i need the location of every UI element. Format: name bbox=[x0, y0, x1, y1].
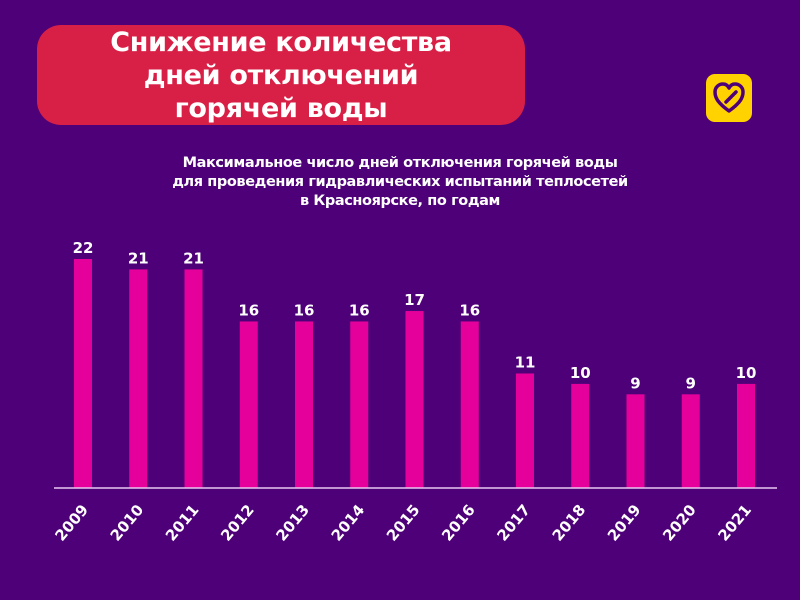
bar-2016 bbox=[460, 321, 479, 488]
bar-2010 bbox=[129, 269, 148, 488]
x-tick-label-2009: 2009 bbox=[51, 501, 92, 545]
bar-2020 bbox=[681, 394, 700, 488]
x-tick-label-2012: 2012 bbox=[217, 501, 258, 545]
x-tick-label-2010: 2010 bbox=[107, 501, 148, 545]
x-tick-label-2016: 2016 bbox=[438, 501, 479, 545]
data-label-2017: 11 bbox=[515, 354, 536, 372]
data-label-2018: 10 bbox=[570, 364, 591, 382]
data-label-2012: 16 bbox=[238, 301, 259, 319]
data-label-2019: 9 bbox=[630, 374, 640, 392]
data-label-2014: 16 bbox=[349, 301, 370, 319]
title-banner: Снижение количества дней отключений горя… bbox=[37, 25, 525, 125]
data-label-2016: 16 bbox=[459, 301, 480, 319]
bar-2011 bbox=[184, 269, 203, 488]
x-tick-label-2013: 2013 bbox=[272, 501, 313, 545]
data-label-2015: 17 bbox=[404, 291, 425, 309]
data-label-2020: 9 bbox=[686, 374, 696, 392]
x-tick-label-2018: 2018 bbox=[549, 501, 590, 545]
bar-2018 bbox=[571, 383, 590, 488]
data-label-2010: 21 bbox=[128, 249, 149, 267]
x-tick-label-2020: 2020 bbox=[659, 501, 700, 545]
data-label-2009: 22 bbox=[73, 239, 94, 257]
bar-2021 bbox=[737, 383, 755, 488]
x-tick-label-2019: 2019 bbox=[604, 501, 645, 545]
x-tick-label-2011: 2011 bbox=[162, 501, 203, 545]
bar-2013 bbox=[295, 321, 313, 488]
data-label-2013: 16 bbox=[294, 301, 315, 319]
bar-2015 bbox=[405, 311, 424, 488]
bar-2014 bbox=[350, 321, 369, 488]
x-tick-label-2021: 2021 bbox=[714, 501, 755, 545]
bar-2017 bbox=[516, 373, 534, 488]
bar-2019 bbox=[626, 394, 645, 488]
data-label-2011: 21 bbox=[183, 249, 204, 267]
chart-title: Максимальное число дней отключения горяч… bbox=[172, 155, 628, 209]
x-tick-label-2014: 2014 bbox=[328, 501, 369, 545]
page-title: Снижение количества дней отключений горя… bbox=[110, 26, 452, 124]
bar-2012 bbox=[239, 321, 258, 488]
x-tick-label-2017: 2017 bbox=[493, 501, 534, 545]
heart-icon bbox=[706, 74, 752, 122]
x-tick-label-2015: 2015 bbox=[383, 501, 424, 545]
data-label-2021: 10 bbox=[736, 364, 757, 382]
bar-2009 bbox=[74, 259, 92, 488]
